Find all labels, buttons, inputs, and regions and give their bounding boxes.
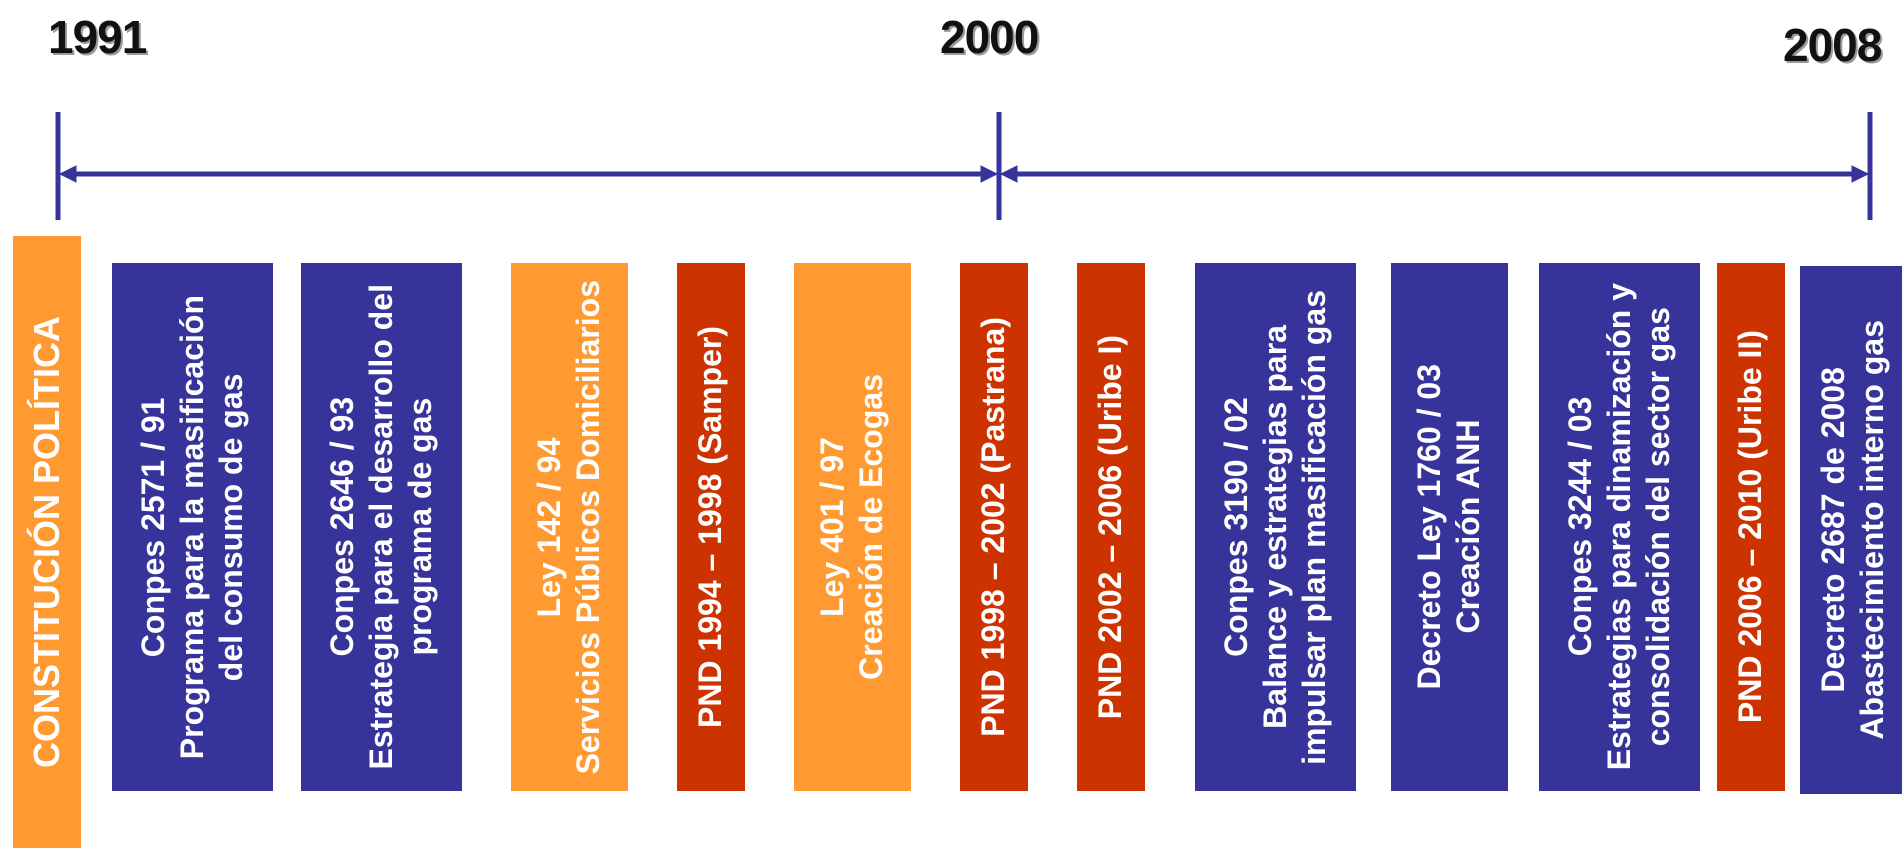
arrowhead-right-1 xyxy=(980,165,999,183)
bar-pnd-pastrana: PND 1998 – 2002 (Pastrana) xyxy=(960,263,1028,791)
bar-line: Decreto 2687 de 2008 xyxy=(1815,367,1851,693)
bar-decreto-2687: Decreto 2687 de 2008 Abastecimiento inte… xyxy=(1800,266,1902,794)
bar-ley-142: Ley 142 / 94 Servicios Públicos Domicili… xyxy=(511,263,628,791)
bar-line: Conpes 3190 / 02 xyxy=(1217,397,1254,657)
bar-constitucion-politica: CONSTITUCIÓN POLÍTICA xyxy=(13,236,81,848)
arrowhead-left-2 xyxy=(999,165,1018,183)
arrowhead-right-2 xyxy=(1851,165,1870,183)
bar-line: Conpes 3244 / 03 xyxy=(1561,397,1598,657)
bar-line: programa de gas xyxy=(402,398,439,656)
bar-pnd-samper: PND 1994 – 1998 (Samper) xyxy=(677,263,745,791)
bar-line: Estrategia para el desarrollo del xyxy=(362,284,399,770)
bar-line: PND 1998 – 2002 (Pastrana) xyxy=(975,317,1012,737)
bar-line: impulsar plan masificación gas xyxy=(1296,289,1333,765)
bar-line: Balance y estrategias para xyxy=(1256,325,1293,729)
bar-line: Programa para la masificación xyxy=(173,294,210,760)
bar-line: Ley 142 / 94 xyxy=(531,437,568,617)
year-label-1991: 1991 xyxy=(48,11,147,63)
year-label-2000: 2000 xyxy=(940,11,1039,63)
arrowhead-left-1 xyxy=(58,165,77,183)
bar-line: Creación ANH xyxy=(1450,420,1487,634)
bar-line: Abastecimiento interno gas xyxy=(1854,320,1891,740)
bar-conpes-2646: Conpes 2646 / 93 Estrategia para el desa… xyxy=(301,263,462,791)
bar-line: Servicios Públicos Domiciliarios xyxy=(570,279,607,775)
timeline-axis xyxy=(55,112,1873,220)
bar-line: Ley 401 / 97 xyxy=(814,437,851,617)
bar-line: del consumo de gas xyxy=(213,373,250,681)
bar-line: Decreto Ley 1760 / 03 xyxy=(1411,364,1448,690)
bar-ley-401: Ley 401 / 97 Creación de Ecogas xyxy=(794,263,911,791)
bar-line: Conpes 2646 / 93 xyxy=(323,397,360,657)
bar-line: PND 1994 – 1998 (Samper) xyxy=(692,326,729,728)
bar-conpes-3244: Conpes 3244 / 03 Estrategias para dinami… xyxy=(1539,263,1700,791)
bar-line: Creación de Ecogas xyxy=(853,374,890,680)
bar-decreto-1760: Decreto Ley 1760 / 03 Creación ANH xyxy=(1391,263,1508,791)
bar-pnd-uribe-2: PND 2006 – 2010 (Uribe II) xyxy=(1717,263,1785,791)
bar-pnd-uribe-1: PND 2002 – 2006 (Uribe I) xyxy=(1077,263,1145,791)
bar-conpes-2571: Conpes 2571 / 91 Programa para la masifi… xyxy=(112,263,273,791)
bar-line: CONSTITUCIÓN POLÍTICA xyxy=(26,316,68,768)
bar-line: PND 2006 – 2010 (Uribe II) xyxy=(1732,330,1769,724)
bar-conpes-3190: Conpes 3190 / 02 Balance y estrategias p… xyxy=(1195,263,1356,791)
bar-line: PND 2002 – 2006 (Uribe I) xyxy=(1092,334,1129,720)
bar-line: Estrategias para dinamización y xyxy=(1600,283,1637,771)
bar-line: consolidación del sector gas xyxy=(1640,307,1677,747)
bar-line: Conpes 2571 / 91 xyxy=(134,397,171,657)
year-label-2008: 2008 xyxy=(1783,19,1882,71)
